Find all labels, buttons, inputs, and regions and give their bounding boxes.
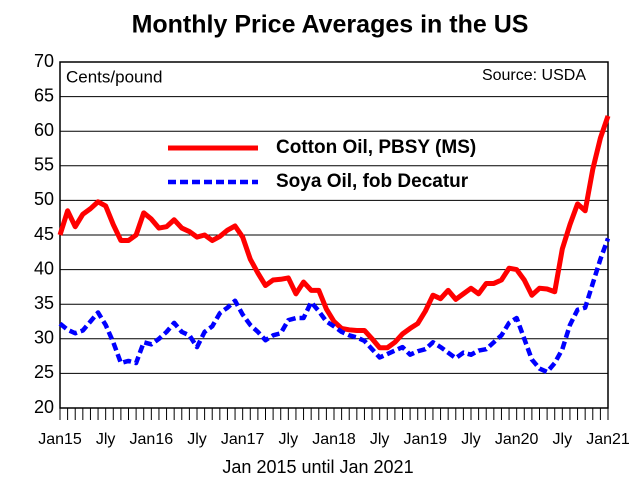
series-line bbox=[57, 115, 611, 351]
y-tick-label: 35 bbox=[34, 293, 54, 313]
x-tick-label: Jan15 bbox=[38, 431, 82, 448]
y-tick-label: 50 bbox=[34, 189, 54, 209]
x-tick-label: Jly bbox=[461, 431, 481, 448]
x-tick-label: Jly bbox=[279, 431, 299, 448]
y-tick-label: 45 bbox=[34, 224, 54, 244]
series-line bbox=[58, 237, 611, 375]
x-tick-label: Jan16 bbox=[130, 431, 174, 448]
x-tick-label: Jly bbox=[187, 431, 207, 448]
x-axis-label: Jan 2015 until Jan 2021 bbox=[222, 457, 413, 477]
x-tick-label: Jly bbox=[553, 431, 573, 448]
x-tick-label: Jan20 bbox=[495, 431, 539, 448]
y-tick-label: 60 bbox=[34, 120, 54, 140]
x-tick-label: Jan19 bbox=[404, 431, 448, 448]
y-tick-label: 40 bbox=[34, 258, 54, 278]
source: Source: USDA bbox=[482, 67, 586, 84]
y-tick-label: 25 bbox=[34, 362, 54, 382]
x-tick-label: Jan18 bbox=[312, 431, 356, 448]
x-tick-label: Jan17 bbox=[221, 431, 265, 448]
y-tick-label: 20 bbox=[34, 397, 54, 417]
legend-label: Soya Oil, fob Decatur bbox=[276, 171, 469, 192]
x-tick-label: Jly bbox=[370, 431, 390, 448]
y-tick-label: 30 bbox=[34, 328, 54, 348]
y-axis-label: Cents/pound bbox=[66, 67, 162, 86]
legend-label: Cotton Oil, PBSY (MS) bbox=[276, 137, 476, 158]
x-tick-label: Jly bbox=[96, 431, 116, 448]
chart-title: Monthly Price Averages in the US bbox=[132, 11, 529, 39]
x-tick-label: Jan21 bbox=[586, 431, 630, 448]
y-tick-label: 70 bbox=[34, 51, 54, 71]
y-tick-label: 65 bbox=[34, 85, 54, 105]
y-tick-label: 55 bbox=[34, 155, 54, 175]
